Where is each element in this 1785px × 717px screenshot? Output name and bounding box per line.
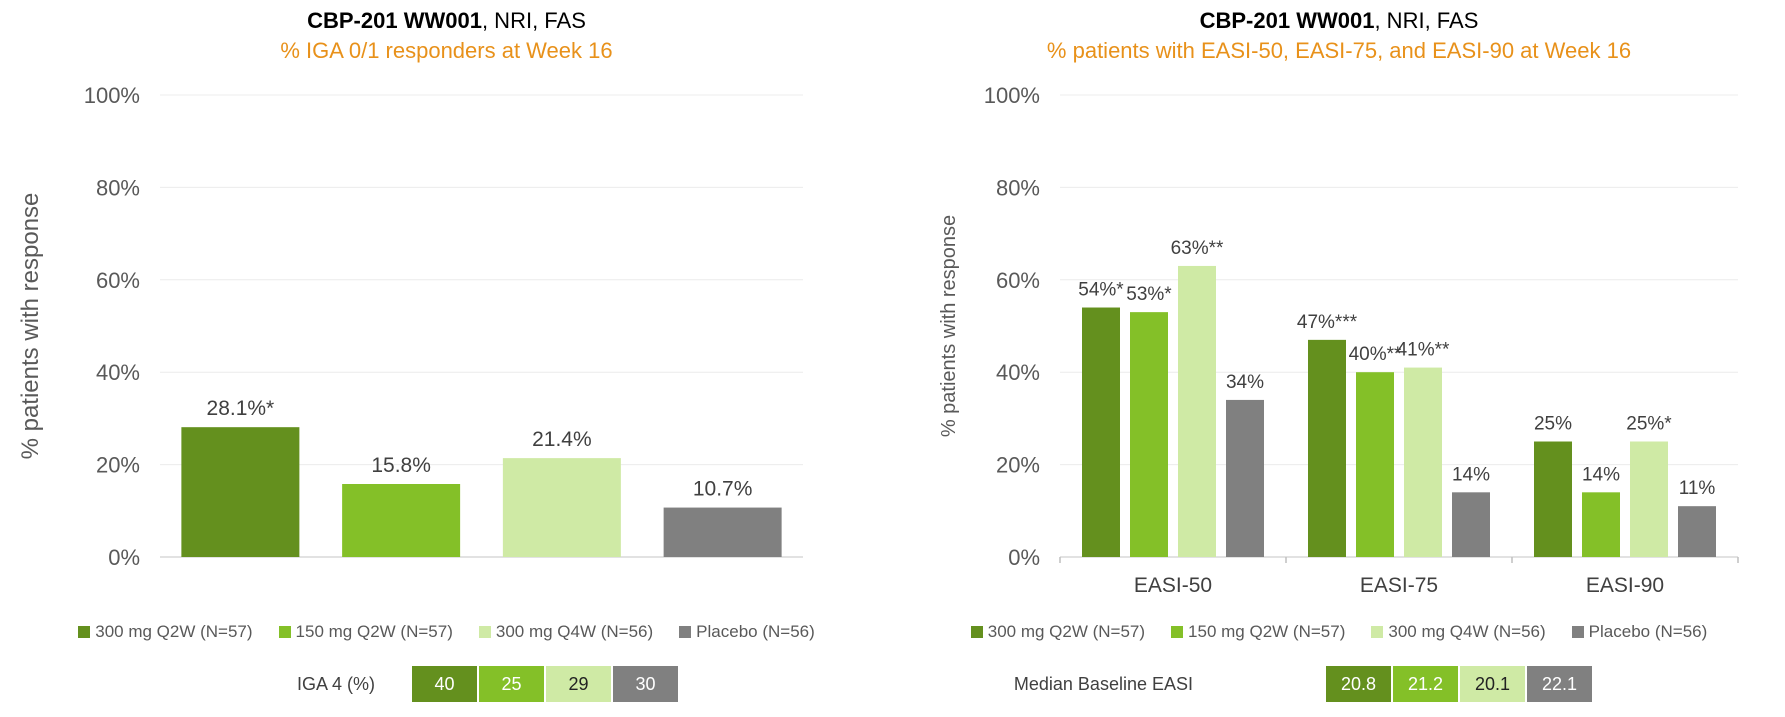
bar	[1630, 441, 1668, 557]
data-label: 21.4%	[532, 428, 592, 451]
y-tick-label: 40%	[996, 360, 1040, 385]
legend-label: Placebo (N=56)	[1588, 622, 1708, 641]
x-tick-label: EASI-50	[1134, 574, 1212, 597]
baseline-label: IGA 4 (%)	[296, 674, 375, 694]
bar	[181, 427, 300, 557]
baseline-label: Median Baseline EASI	[1013, 674, 1193, 694]
legend-swatch	[970, 626, 983, 638]
y-tick-label: 100%	[984, 83, 1040, 108]
y-tick-label: 20%	[96, 453, 140, 478]
baseline-value-cell: 21.2	[1393, 666, 1460, 702]
legend-item: Placebo (N=56)	[1571, 622, 1708, 642]
legend-label: 150 mg Q2W (N=57)	[295, 622, 453, 641]
baseline-value-cell: 22.1	[1527, 666, 1594, 702]
legend-swatch	[1171, 626, 1184, 638]
legend-label: 300 mg Q4W (N=56)	[495, 622, 654, 641]
baseline-value-cell: 20.8	[1326, 666, 1393, 702]
legend-swatch	[1371, 626, 1384, 638]
baseline-row: IGA 4 (%) 40 25 29 30	[0, 666, 893, 702]
bar	[1178, 265, 1216, 557]
y-tick-label: 100%	[84, 83, 140, 108]
data-label: 25%	[1534, 414, 1572, 435]
chart-subtitle: % IGA 0/1 responders at Week 16	[280, 38, 613, 63]
bar	[1404, 367, 1442, 557]
legend-label: 300 mg Q2W (N=57)	[95, 622, 253, 641]
legend-item: 300 mg Q2W (N=57)	[78, 622, 253, 642]
x-tick-label: EASI-90	[1586, 574, 1664, 597]
y-tick-label: 40%	[96, 360, 140, 385]
baseline-value-cell: 20.1	[1460, 666, 1527, 702]
legend-label: 150 mg Q2W (N=57)	[1188, 622, 1346, 641]
easi-chart-panel: CBP-201 WW001, NRI, FAS % patients with …	[893, 0, 1785, 717]
data-label: 11%	[1679, 478, 1716, 499]
data-label: 10.7%	[693, 478, 753, 501]
y-tick-label: 20%	[996, 453, 1040, 478]
x-tick-label: EASI-75	[1360, 574, 1438, 597]
data-label: 25%*	[1626, 414, 1672, 435]
data-label: 14%	[1582, 464, 1620, 485]
baseline-value-cell: 40	[412, 666, 479, 702]
data-label: 34%	[1226, 372, 1264, 393]
data-label: 63%**	[1171, 238, 1224, 259]
baseline-value-cell: 29	[546, 666, 613, 702]
legend-item: 150 mg Q2W (N=57)	[278, 622, 453, 642]
legend-label: 300 mg Q4W (N=56)	[1388, 622, 1546, 641]
legend-item: 300 mg Q4W (N=56)	[478, 622, 654, 642]
legend-item: 150 mg Q2W (N=57)	[1171, 622, 1345, 642]
legend-swatch	[478, 626, 491, 638]
legend-item: 300 mg Q4W (N=56)	[1371, 622, 1546, 642]
legend: 300 mg Q2W (N=57) 150 mg Q2W (N=57) 300 mg…	[893, 622, 1785, 642]
data-label: 47%***	[1297, 312, 1358, 333]
data-label: 28.1%*	[207, 397, 275, 420]
bar	[1582, 492, 1620, 557]
bar	[1534, 441, 1572, 557]
y-axis-label: % patients with response	[938, 215, 960, 437]
bar	[663, 507, 782, 557]
chart-subtitle: % patients with EASI-50, EASI-75, and EA…	[1046, 38, 1632, 63]
bar	[1082, 307, 1120, 557]
bar	[1356, 372, 1394, 557]
data-label: 14%	[1452, 464, 1490, 485]
iga-chart-panel: CBP-201 WW001, NRI, FAS % IGA 0/1 respon…	[0, 8, 893, 702]
y-tick-label: 80%	[96, 175, 140, 200]
data-label: 15.8%	[371, 454, 431, 477]
bar	[1308, 339, 1346, 557]
y-tick-label: 80%	[996, 175, 1040, 200]
y-tick-label: 60%	[96, 268, 140, 293]
bar	[1226, 399, 1264, 557]
y-tick-label: 60%	[996, 268, 1040, 293]
bar	[1678, 506, 1716, 557]
legend: 300 mg Q2W (N=57) 150 mg Q2W (N=57) 300 mg…	[0, 622, 893, 642]
chart-title: CBP-201 WW001, NRI, FAS	[307, 8, 586, 33]
legend-item: 300 mg Q2W (N=57)	[970, 622, 1146, 642]
data-label: 40%**	[1349, 344, 1402, 365]
baseline-cells: 20.8 21.2 20.1 22.1	[1326, 666, 1594, 702]
legend-swatch	[278, 626, 291, 638]
iga-bar-chart: 0% 20% 40% 60% 80% 100% % patients with respon…	[17, 83, 803, 570]
baseline-row: Median Baseline EASI 20.8 21.2 20.1 22.1	[893, 666, 1785, 702]
chart-title: CBP-201 WW001, NRI, FAS	[1199, 8, 1479, 33]
legend-label: Placebo (N=56)	[696, 622, 815, 641]
bar	[342, 484, 461, 557]
bar	[502, 458, 621, 557]
y-tick-label: 0%	[1008, 545, 1040, 570]
legend-swatch	[679, 626, 692, 638]
bar	[1452, 492, 1490, 557]
baseline-cells: 40 25 29 30	[412, 666, 680, 702]
legend-item: Placebo (N=56)	[679, 622, 815, 642]
legend-label: 300 mg Q2W (N=57)	[987, 622, 1146, 641]
data-label: 41%**	[1397, 340, 1450, 361]
bar	[1130, 312, 1168, 557]
baseline-value-cell: 30	[613, 666, 680, 702]
y-tick-label: 0%	[108, 545, 140, 570]
legend-swatch	[1571, 626, 1584, 638]
data-label: 54%*	[1078, 280, 1124, 301]
legend-swatch	[78, 626, 91, 638]
y-axis-label: % patients with response	[17, 193, 44, 460]
baseline-value-cell: 25	[479, 666, 546, 702]
data-label: 53%*	[1126, 284, 1172, 305]
easi-bar-chart: 0% 20% 40% 60% 80% 100% % patients with respon…	[938, 83, 1739, 597]
